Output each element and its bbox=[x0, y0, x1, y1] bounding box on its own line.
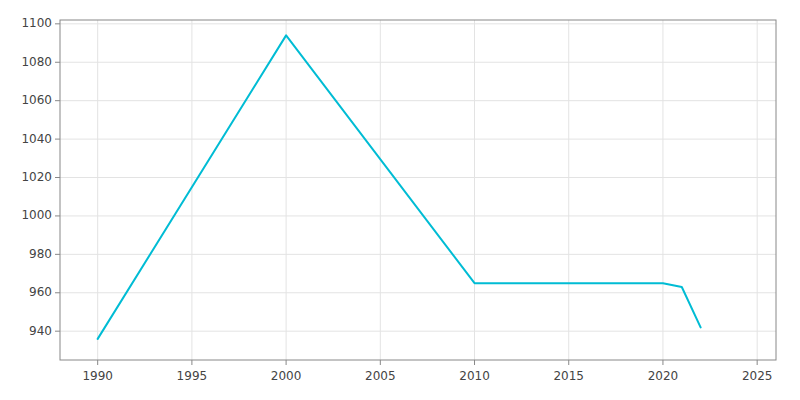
grid-line-x bbox=[286, 20, 287, 360]
tick-label-y: 940 bbox=[29, 324, 52, 338]
tick-label-y: 1000 bbox=[21, 208, 52, 222]
tick-label-y: 980 bbox=[29, 247, 52, 261]
tick-y bbox=[55, 139, 60, 140]
tick-label-x: 2000 bbox=[271, 369, 302, 383]
tick-label-y: 1100 bbox=[21, 16, 52, 30]
axes: 940 960 980 1000 1020 1040 1060 1080 1100 1990 199… bbox=[21, 16, 776, 383]
grid-line-y bbox=[60, 215, 776, 216]
grid-line-x bbox=[568, 20, 569, 360]
grid-line-y bbox=[60, 23, 776, 24]
tick-x bbox=[757, 360, 758, 365]
tick-x bbox=[191, 360, 192, 365]
grid bbox=[60, 20, 776, 360]
tick-y bbox=[55, 177, 60, 178]
grid-line-y bbox=[60, 254, 776, 255]
series-group bbox=[98, 35, 701, 339]
grid-line-y bbox=[60, 62, 776, 63]
grid-line-y bbox=[60, 100, 776, 101]
grid-line-y bbox=[60, 292, 776, 293]
tick-label-x: 2010 bbox=[459, 369, 490, 383]
tick-x bbox=[286, 360, 287, 365]
tick-label-x: 2015 bbox=[553, 369, 584, 383]
tick-label-x: 1995 bbox=[177, 369, 208, 383]
tick-label-y: 1040 bbox=[21, 132, 52, 146]
tick-y bbox=[55, 23, 60, 24]
tick-y bbox=[55, 292, 60, 293]
grid-line-y bbox=[60, 139, 776, 140]
tick-y bbox=[55, 331, 60, 332]
grid-line-y bbox=[60, 177, 776, 178]
plot-frame bbox=[60, 20, 776, 360]
grid-line-x bbox=[662, 20, 663, 360]
tick-label-x: 2005 bbox=[365, 369, 396, 383]
grid-line-y bbox=[60, 331, 776, 332]
tick-y bbox=[55, 254, 60, 255]
tick-y bbox=[55, 100, 60, 101]
tick-label-y: 1080 bbox=[21, 55, 52, 69]
grid-line-x bbox=[97, 20, 98, 360]
data-line bbox=[98, 35, 701, 339]
tick-y bbox=[55, 215, 60, 216]
tick-x bbox=[662, 360, 663, 365]
tick-label-y: 1020 bbox=[21, 170, 52, 184]
grid-line-x bbox=[757, 20, 758, 360]
tick-label-y: 1060 bbox=[21, 93, 52, 107]
tick-label-x: 2025 bbox=[742, 369, 773, 383]
grid-line-x bbox=[474, 20, 475, 360]
tick-x bbox=[380, 360, 381, 365]
tick-y bbox=[55, 62, 60, 63]
chart-svg: 940 960 980 1000 1020 1040 1060 1080 1100 1990 199… bbox=[0, 0, 800, 400]
tick-label-x: 1990 bbox=[82, 369, 113, 383]
grid-line-x bbox=[380, 20, 381, 360]
chart-container: 940 960 980 1000 1020 1040 1060 1080 1100 1990 199… bbox=[0, 0, 800, 400]
grid-line-x bbox=[191, 20, 192, 360]
tick-label-x: 2020 bbox=[648, 369, 679, 383]
tick-x bbox=[97, 360, 98, 365]
tick-x bbox=[568, 360, 569, 365]
tick-x bbox=[474, 360, 475, 365]
tick-label-y: 960 bbox=[29, 285, 52, 299]
